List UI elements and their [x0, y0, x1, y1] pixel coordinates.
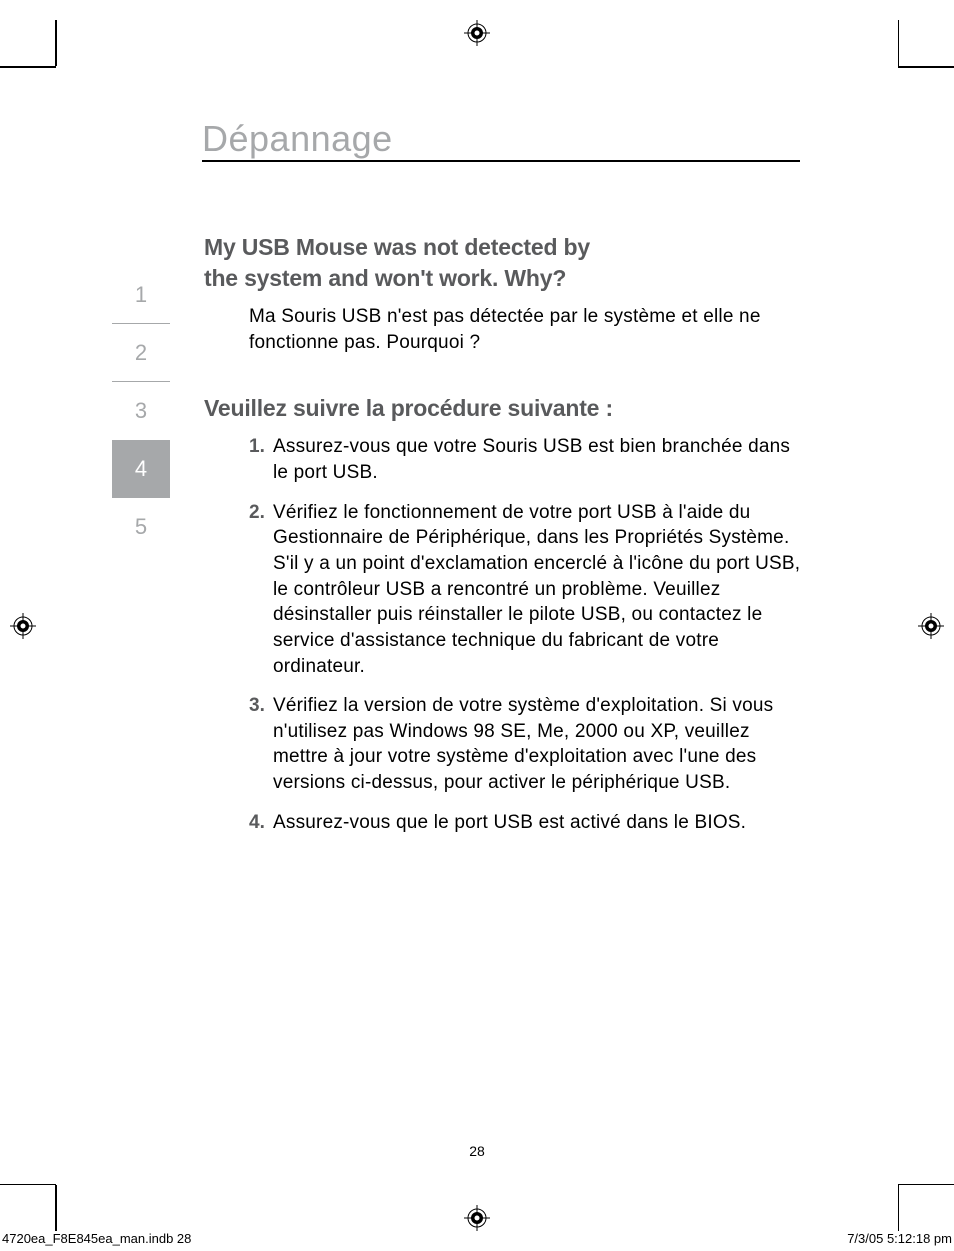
crop-mark: [0, 1184, 56, 1186]
footer-slug-right: 7/3/05 5:12:18 pm: [847, 1231, 952, 1246]
answer-heading: Veuillez suivre la procédure suivante :: [204, 395, 803, 422]
footer-slug-left: 4720ea_F8E845ea_man.indb 28: [2, 1231, 191, 1246]
tab-4[interactable]: 4: [112, 440, 170, 498]
question-heading-line: the system and won't work. Why?: [204, 265, 566, 291]
tab-3[interactable]: 3: [112, 382, 170, 440]
crop-mark: [0, 66, 56, 68]
step-text: Assurez-vous que votre Souris USB est bi…: [273, 434, 803, 485]
chapter-title: Dépannage: [202, 120, 800, 162]
step-number: 4.: [249, 810, 273, 836]
tab-1[interactable]: 1: [112, 266, 170, 324]
steps-list: 1. Assurez-vous que votre Souris USB est…: [249, 434, 803, 835]
question-body: Ma Souris USB n'est pas détectée par le …: [249, 304, 803, 355]
registration-mark-icon: [10, 613, 36, 639]
list-item: 2. Vérifiez le fonctionnement de votre p…: [249, 500, 803, 679]
crop-mark: [898, 20, 900, 66]
step-text: Assurez-vous que le port USB est activé …: [273, 810, 803, 836]
registration-mark-icon: [918, 613, 944, 639]
crop-mark: [898, 1185, 900, 1231]
tab-2[interactable]: 2: [112, 324, 170, 382]
crop-mark: [55, 1185, 57, 1231]
tab-5[interactable]: 5: [112, 498, 170, 556]
list-item: 4. Assurez-vous que le port USB est acti…: [249, 810, 803, 836]
registration-mark-icon: [464, 1205, 490, 1231]
list-item: 3. Vérifiez la version de votre système …: [249, 693, 803, 796]
question-heading: My USB Mouse was not detected by the sys…: [204, 232, 803, 294]
step-text: Vérifiez le fonctionnement de votre port…: [273, 500, 803, 679]
list-item: 1. Assurez-vous que votre Souris USB est…: [249, 434, 803, 485]
question-heading-line: My USB Mouse was not detected by: [204, 234, 590, 260]
registration-mark-icon: [464, 20, 490, 46]
step-number: 3.: [249, 693, 273, 719]
step-text: Vérifiez la version de votre système d'e…: [273, 693, 803, 796]
page-number: 28: [469, 1143, 485, 1159]
step-number: 1.: [249, 434, 273, 460]
step-number: 2.: [249, 500, 273, 526]
crop-mark: [55, 20, 57, 66]
crop-mark: [898, 1184, 954, 1186]
body-content: My USB Mouse was not detected by the sys…: [204, 232, 803, 849]
section-tabs: 1 2 3 4 5: [112, 266, 170, 556]
crop-mark: [898, 66, 954, 68]
